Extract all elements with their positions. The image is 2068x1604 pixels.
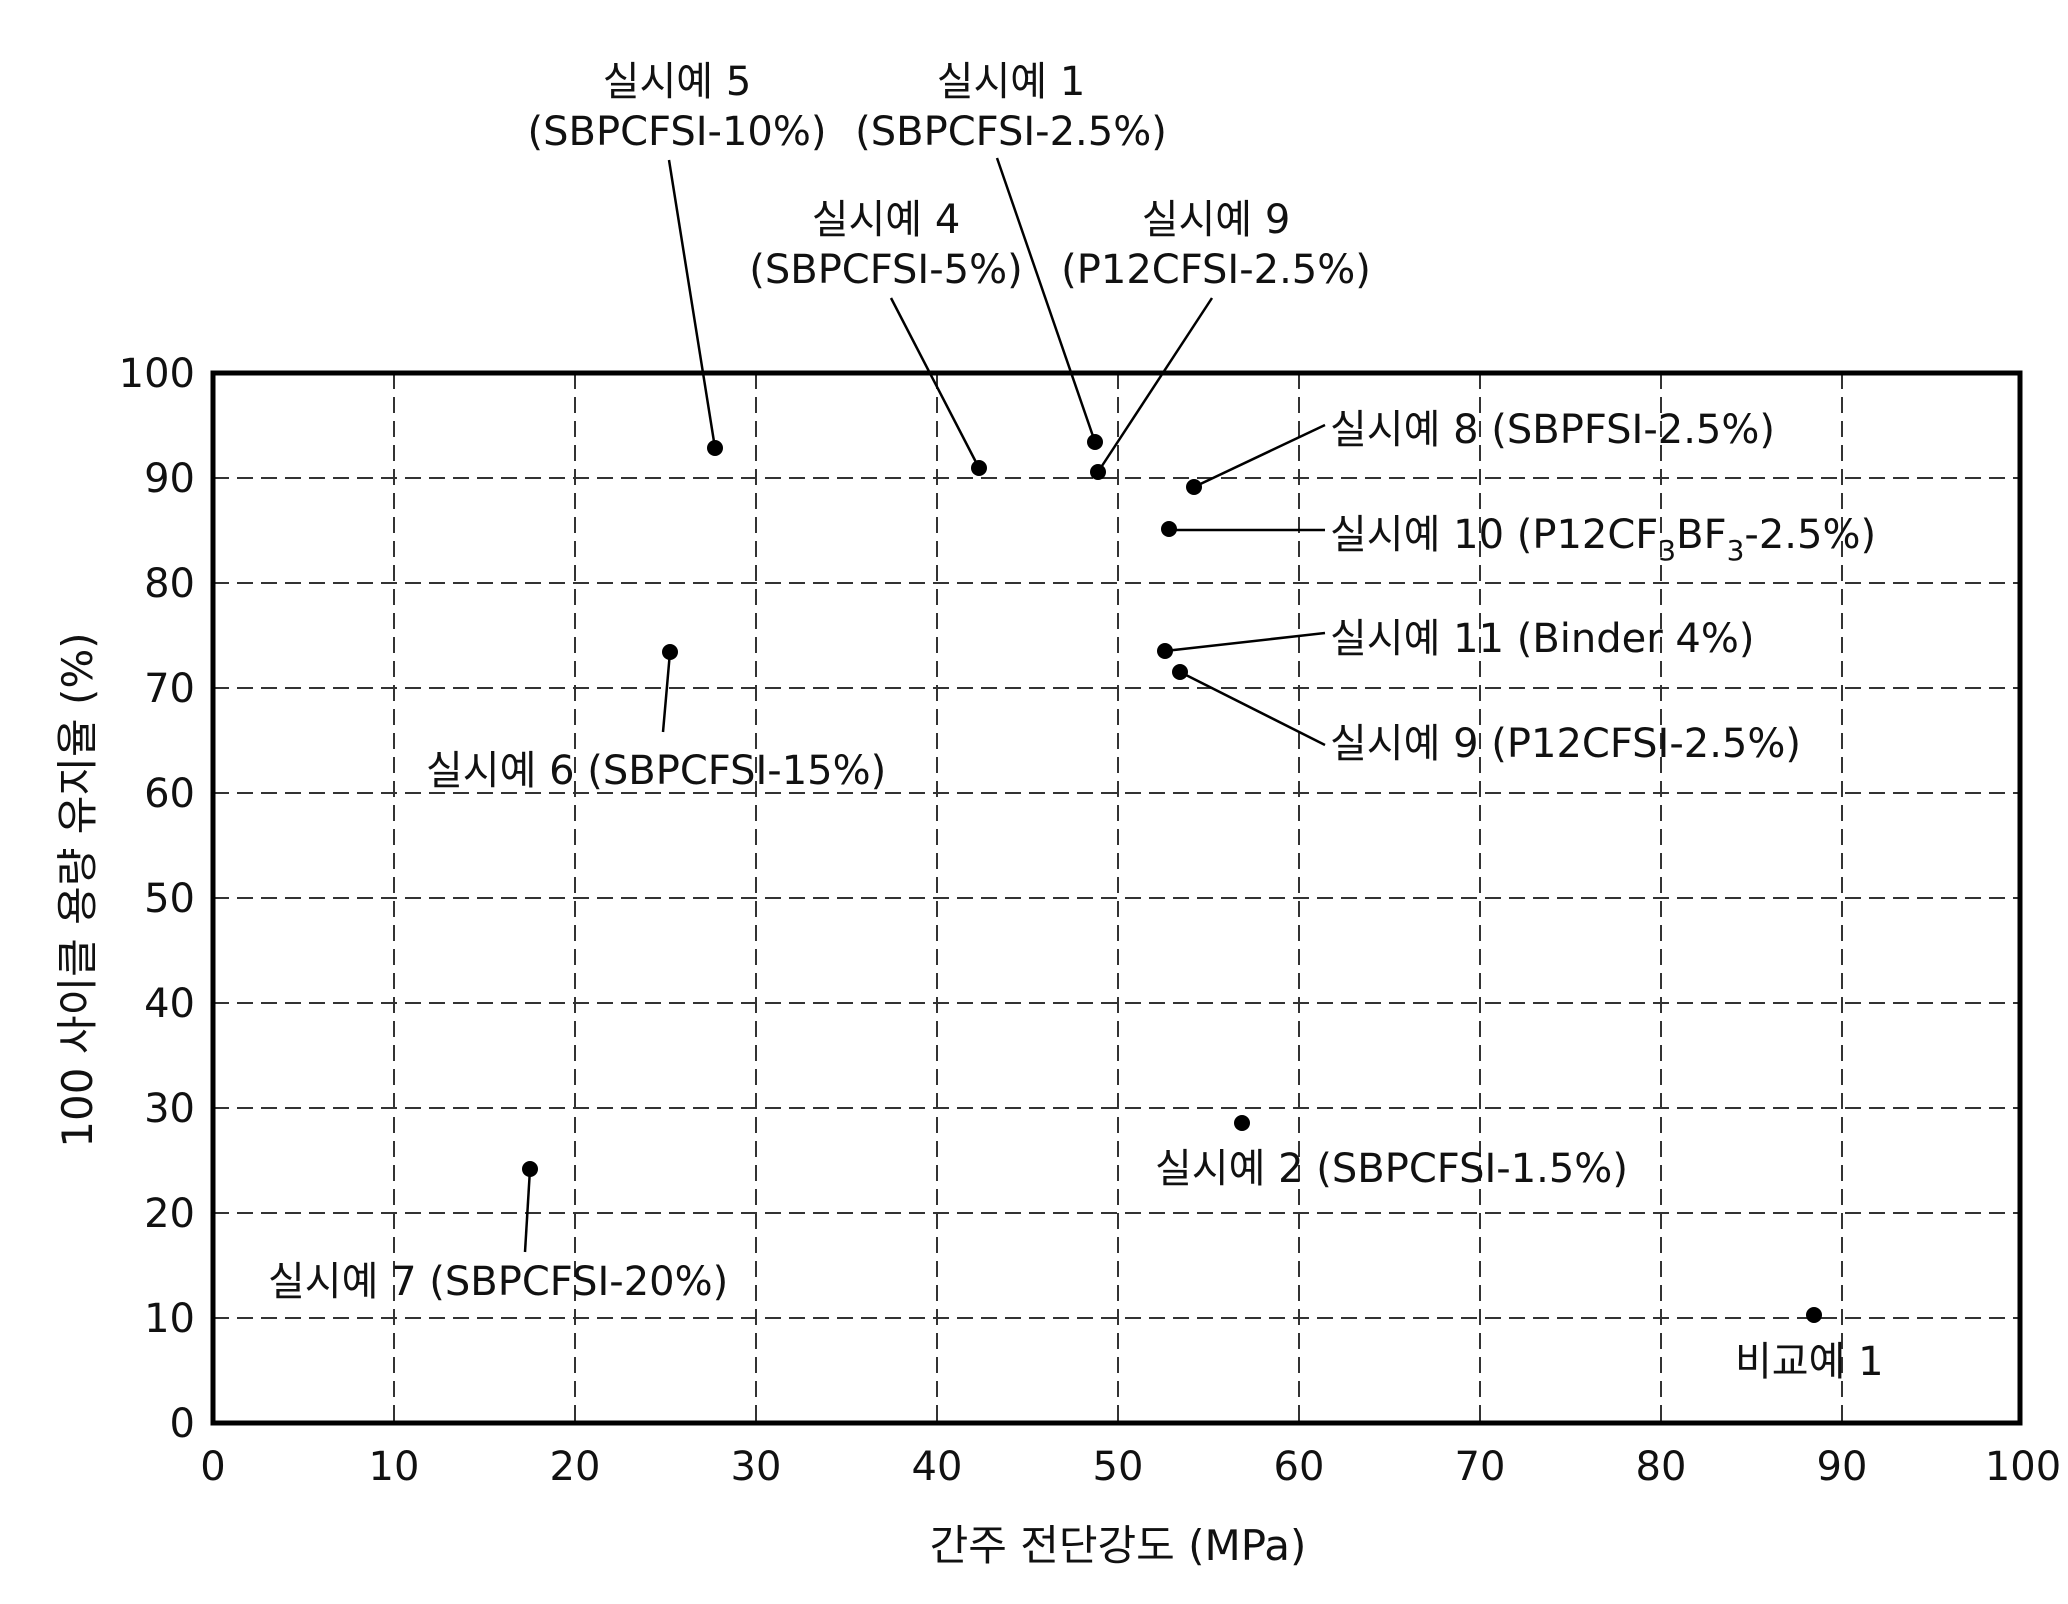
svg-text:60: 60	[1274, 1444, 1325, 1490]
svg-text:20: 20	[550, 1444, 601, 1490]
svg-text:20: 20	[144, 1191, 195, 1237]
label-ex10: 실시예 10 (P12CF3BF3-2.5%)	[1330, 512, 1876, 567]
y-axis-ticks: 100 90 80 70 60 50 40 30 20 10 0	[119, 351, 195, 1447]
x-axis-ticks: 0 10 20 30 40 50 60 70 80 90 100	[200, 1444, 2061, 1490]
point-ex9a	[1090, 464, 1106, 480]
svg-text:80: 80	[144, 561, 195, 607]
grid	[213, 373, 2020, 1423]
svg-text:90: 90	[144, 456, 195, 502]
plot-frame	[210, 370, 2023, 1426]
point-ex7	[522, 1161, 538, 1177]
leader-lines	[523, 157, 1326, 1253]
svg-text:70: 70	[1455, 1444, 1506, 1490]
svg-text:40: 40	[144, 981, 195, 1027]
label-ex8: 실시예 8 (SBPFSI-2.5%)	[1330, 407, 1775, 453]
point-ex2	[1234, 1115, 1250, 1131]
svg-text:50: 50	[1093, 1444, 1144, 1490]
label-ex5-name: 실시예 5	[603, 59, 752, 105]
point-ex11	[1157, 643, 1173, 659]
svg-text:80: 80	[1636, 1444, 1687, 1490]
svg-text:90: 90	[1817, 1444, 1868, 1490]
svg-text:30: 30	[144, 1086, 195, 1132]
svg-text:100: 100	[119, 351, 195, 397]
label-ex7: 실시예 7 (SBPCFSI-20%)	[268, 1259, 728, 1305]
svg-text:70: 70	[144, 666, 195, 712]
svg-text:10: 10	[144, 1296, 195, 1342]
point-labels: 실시예 5 (SBPCFSI-10%) 실시예 1 (SBPCFSI-2.5%)…	[268, 59, 1884, 1385]
point-ex10	[1161, 521, 1177, 537]
label-ex6: 실시예 6 (SBPCFSI-15%)	[426, 748, 886, 794]
point-ex1	[1087, 434, 1103, 450]
svg-text:50: 50	[144, 876, 195, 922]
label-ex9b: 실시예 9 (P12CFSI-2.5%)	[1330, 721, 1801, 767]
label-ex11: 실시예 11 (Binder 4%)	[1330, 616, 1754, 662]
svg-text:40: 40	[912, 1444, 963, 1490]
label-ex4-detail: (SBPCFSI-5%)	[749, 247, 1022, 293]
label-ex9a-detail: (P12CFSI-2.5%)	[1061, 247, 1371, 293]
label-ex1-name: 실시예 1	[937, 59, 1086, 105]
point-cmp1	[1806, 1307, 1822, 1323]
svg-text:10: 10	[369, 1444, 420, 1490]
point-ex4	[971, 460, 987, 476]
svg-text:60: 60	[144, 771, 195, 817]
svg-text:0: 0	[170, 1401, 195, 1447]
label-ex1-detail: (SBPCFSI-2.5%)	[855, 109, 1167, 155]
svg-text:30: 30	[731, 1444, 782, 1490]
svg-text:100: 100	[1985, 1444, 2061, 1490]
label-ex9a-name: 실시예 9	[1142, 197, 1291, 243]
point-ex9b	[1172, 664, 1188, 680]
data-points	[522, 434, 1822, 1323]
label-ex4-name: 실시예 4	[812, 197, 961, 243]
point-ex5	[707, 440, 723, 456]
point-ex6	[662, 644, 678, 660]
svg-text:0: 0	[200, 1444, 225, 1490]
x-axis-title: 간주 전단강도 (MPa)	[930, 1521, 1307, 1570]
y-axis-title: 100 사이클 용량 유지율 (%)	[53, 632, 102, 1147]
label-ex5-detail: (SBPCFSI-10%)	[528, 109, 827, 155]
point-ex8	[1186, 479, 1202, 495]
label-ex2: 실시예 2 (SBPCFSI-1.5%)	[1155, 1146, 1628, 1192]
label-cmp1: 비교예 1	[1735, 1339, 1884, 1385]
